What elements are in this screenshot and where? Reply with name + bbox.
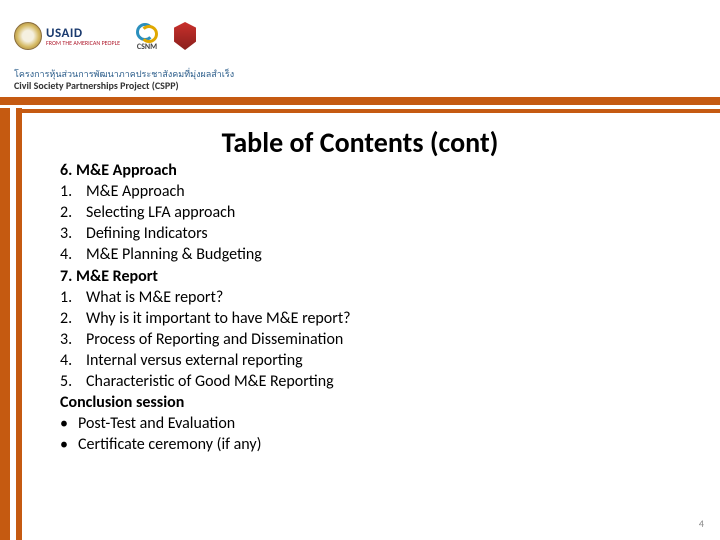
toc-content: 6. M&E Approach 1.M&E Approach 2.Selecti… — [60, 160, 690, 456]
item-text: Selecting LFA approach — [86, 203, 235, 222]
item-text: Certificate ceremony (if any) — [78, 435, 262, 454]
csnm-logo: CSNM — [134, 21, 160, 51]
list-item: 3.Defining Indicators — [60, 223, 690, 244]
section-6-heading: 6. M&E Approach — [60, 160, 690, 181]
list-item: 4.M&E Planning & Budgeting — [60, 244, 690, 265]
item-text: Defining Indicators — [86, 224, 208, 243]
horizontal-divider — [0, 97, 720, 113]
section-7-heading: 7. M&E Report — [60, 266, 690, 287]
vertical-divider — [0, 108, 34, 540]
usaid-logo: USAID FROM THE AMERICAN PEOPLE — [14, 22, 120, 50]
item-text: Process of Reporting and Dissemination — [86, 330, 343, 349]
list-item: 2.Selecting LFA approach — [60, 202, 690, 223]
crest-logo-icon — [174, 22, 196, 50]
project-english-line: Civil Society Partnerships Project (CSPP… — [14, 80, 706, 91]
item-text: M&E Approach — [86, 182, 185, 201]
item-text: Post-Test and Evaluation — [78, 414, 235, 433]
csnm-icon — [134, 21, 160, 43]
header-logos: USAID FROM THE AMERICAN PEOPLE CSNM — [0, 0, 720, 70]
item-text: What is M&E report? — [86, 288, 223, 307]
usaid-seal-icon — [14, 22, 42, 50]
list-item: 3.Process of Reporting and Dissemination — [60, 329, 690, 350]
title-block: Table of Contents (cont) — [0, 125, 720, 160]
item-text: Characteristic of Good M&E Reporting — [86, 372, 334, 391]
list-item: 4.Internal versus external reporting — [60, 350, 690, 371]
list-item: 1.What is M&E report? — [60, 287, 690, 308]
list-item: 5.Characteristic of Good M&E Reporting — [60, 371, 690, 392]
project-subheader: โครงการหุ้นส่วนการพัฒนาภาคประชาสังคมที่ม… — [0, 70, 720, 97]
usaid-tagline: FROM THE AMERICAN PEOPLE — [46, 40, 120, 46]
item-text: Why is it important to have M&E report? — [86, 309, 351, 328]
list-item: •Certificate ceremony (if any) — [60, 434, 690, 455]
item-text: Internal versus external reporting — [86, 351, 303, 370]
list-item: 2.Why is it important to have M&E report… — [60, 308, 690, 329]
list-item: 1.M&E Approach — [60, 181, 690, 202]
csnm-label: CSNM — [137, 43, 157, 51]
list-item: •Post-Test and Evaluation — [60, 413, 690, 434]
page-title: Table of Contents (cont) — [0, 125, 720, 160]
item-text: M&E Planning & Budgeting — [86, 245, 262, 264]
usaid-name: USAID — [46, 27, 120, 40]
page-number: 4 — [699, 517, 704, 530]
conclusion-heading: Conclusion session — [60, 392, 690, 413]
